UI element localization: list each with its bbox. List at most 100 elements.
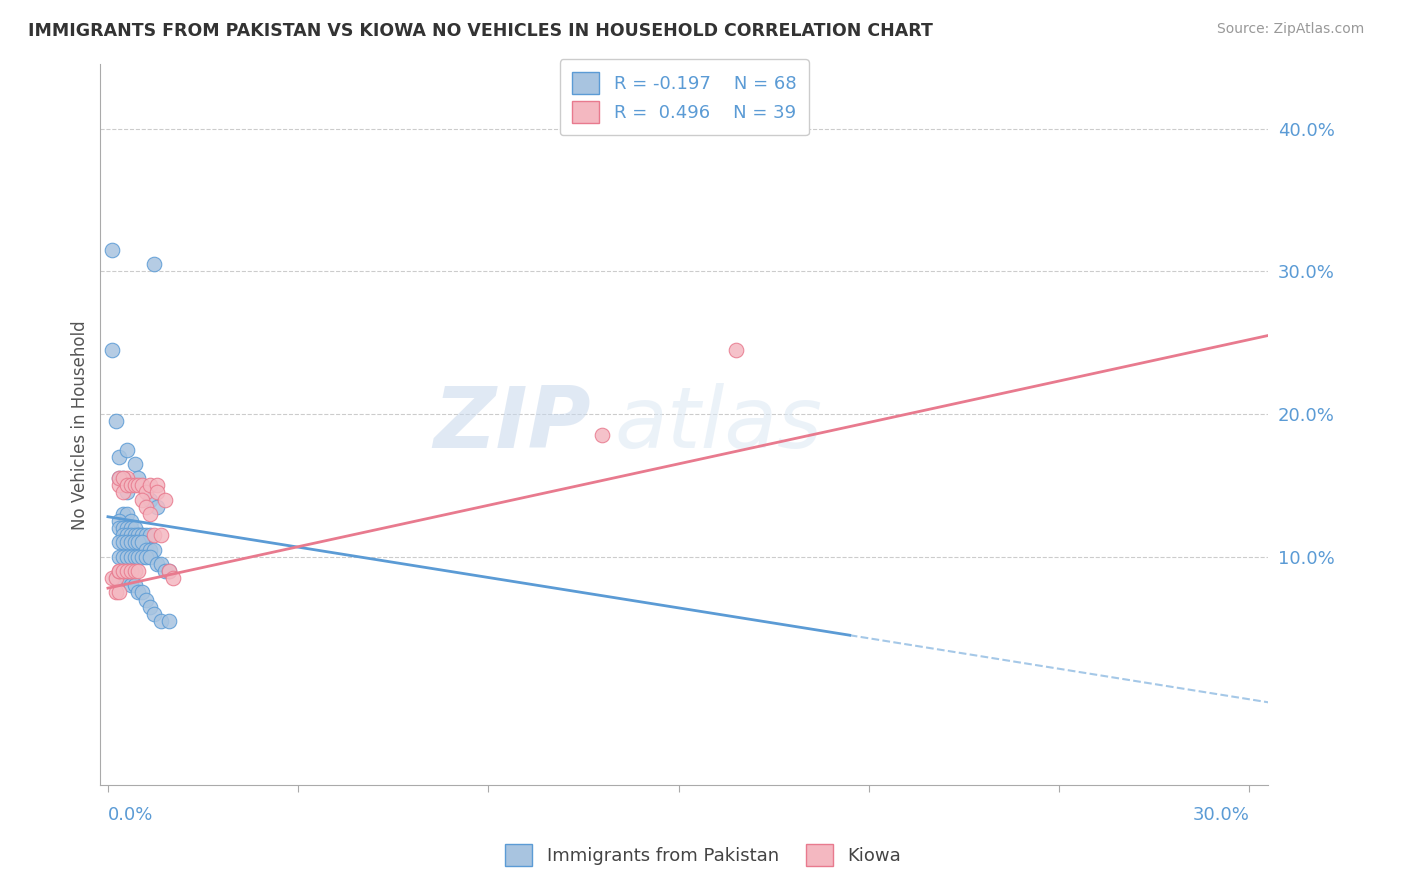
Text: 0.0%: 0.0% bbox=[108, 806, 153, 824]
Point bbox=[108, 471, 131, 485]
Point bbox=[135, 528, 157, 542]
Text: atlas: atlas bbox=[614, 384, 823, 467]
Point bbox=[124, 564, 146, 578]
Point bbox=[139, 599, 162, 614]
Point bbox=[108, 535, 131, 549]
Point bbox=[142, 607, 165, 621]
Point bbox=[115, 507, 138, 521]
Point bbox=[120, 578, 142, 592]
Point bbox=[115, 571, 138, 585]
Point bbox=[124, 521, 146, 535]
Point bbox=[124, 528, 146, 542]
Point bbox=[104, 585, 127, 599]
Point bbox=[139, 492, 162, 507]
Point bbox=[131, 528, 153, 542]
Point bbox=[115, 478, 138, 492]
Point bbox=[112, 521, 135, 535]
Text: IMMIGRANTS FROM PAKISTAN VS KIOWA NO VEHICLES IN HOUSEHOLD CORRELATION CHART: IMMIGRANTS FROM PAKISTAN VS KIOWA NO VEH… bbox=[28, 22, 934, 40]
Point bbox=[115, 528, 138, 542]
Point bbox=[135, 500, 157, 514]
Point bbox=[146, 478, 169, 492]
Point bbox=[127, 585, 149, 599]
Point bbox=[153, 492, 176, 507]
Point bbox=[115, 471, 138, 485]
Point bbox=[131, 585, 153, 599]
Point bbox=[120, 528, 142, 542]
Point bbox=[104, 571, 127, 585]
Point bbox=[120, 535, 142, 549]
Point bbox=[135, 542, 157, 557]
Point bbox=[112, 528, 135, 542]
Point bbox=[157, 564, 180, 578]
Legend: Immigrants from Pakistan, Kiowa: Immigrants from Pakistan, Kiowa bbox=[492, 831, 914, 879]
Point bbox=[100, 343, 122, 357]
Point bbox=[120, 564, 142, 578]
Point bbox=[142, 257, 165, 271]
Point bbox=[139, 528, 162, 542]
Text: ZIP: ZIP bbox=[433, 384, 591, 467]
Point bbox=[127, 535, 149, 549]
Point bbox=[162, 571, 184, 585]
Point bbox=[131, 492, 153, 507]
Point bbox=[108, 450, 131, 464]
Point bbox=[131, 549, 153, 564]
Point bbox=[139, 542, 162, 557]
Point bbox=[115, 521, 138, 535]
Point bbox=[150, 557, 173, 571]
Legend: R = -0.197    N = 68, R =  0.496    N = 39: R = -0.197 N = 68, R = 0.496 N = 39 bbox=[560, 59, 808, 136]
Point bbox=[112, 571, 135, 585]
Point bbox=[146, 485, 169, 500]
Point bbox=[142, 542, 165, 557]
Point bbox=[139, 507, 162, 521]
Point bbox=[157, 614, 180, 628]
Point bbox=[135, 549, 157, 564]
Point bbox=[135, 592, 157, 607]
Point bbox=[120, 564, 142, 578]
Point bbox=[115, 564, 138, 578]
Point bbox=[592, 428, 614, 442]
Point bbox=[127, 528, 149, 542]
Point bbox=[115, 549, 138, 564]
Point bbox=[108, 585, 131, 599]
Point bbox=[127, 478, 149, 492]
Point bbox=[104, 414, 127, 428]
Point bbox=[108, 564, 131, 578]
Point bbox=[100, 571, 122, 585]
Point bbox=[146, 500, 169, 514]
Point bbox=[115, 442, 138, 457]
Point bbox=[112, 471, 135, 485]
Text: Source: ZipAtlas.com: Source: ZipAtlas.com bbox=[1216, 22, 1364, 37]
Point bbox=[127, 549, 149, 564]
Point bbox=[108, 549, 131, 564]
Point bbox=[120, 514, 142, 528]
Point bbox=[108, 571, 131, 585]
Point bbox=[108, 564, 131, 578]
Point bbox=[112, 471, 135, 485]
Point bbox=[124, 578, 146, 592]
Point bbox=[127, 528, 149, 542]
Point bbox=[135, 485, 157, 500]
Point bbox=[112, 549, 135, 564]
Point bbox=[112, 564, 135, 578]
Point bbox=[131, 535, 153, 549]
Point bbox=[131, 478, 153, 492]
Point bbox=[127, 471, 149, 485]
Point bbox=[112, 535, 135, 549]
Text: 30.0%: 30.0% bbox=[1192, 806, 1249, 824]
Point bbox=[108, 521, 131, 535]
Point bbox=[124, 457, 146, 471]
Point bbox=[120, 564, 142, 578]
Point bbox=[104, 571, 127, 585]
Point bbox=[100, 243, 122, 257]
Point bbox=[139, 478, 162, 492]
Point bbox=[115, 485, 138, 500]
Point bbox=[150, 528, 173, 542]
Point bbox=[112, 564, 135, 578]
Point bbox=[115, 535, 138, 549]
Y-axis label: No Vehicles in Household: No Vehicles in Household bbox=[72, 320, 89, 530]
Point bbox=[153, 564, 176, 578]
Point bbox=[124, 535, 146, 549]
Point bbox=[124, 478, 146, 492]
Point bbox=[120, 549, 142, 564]
Point bbox=[112, 485, 135, 500]
